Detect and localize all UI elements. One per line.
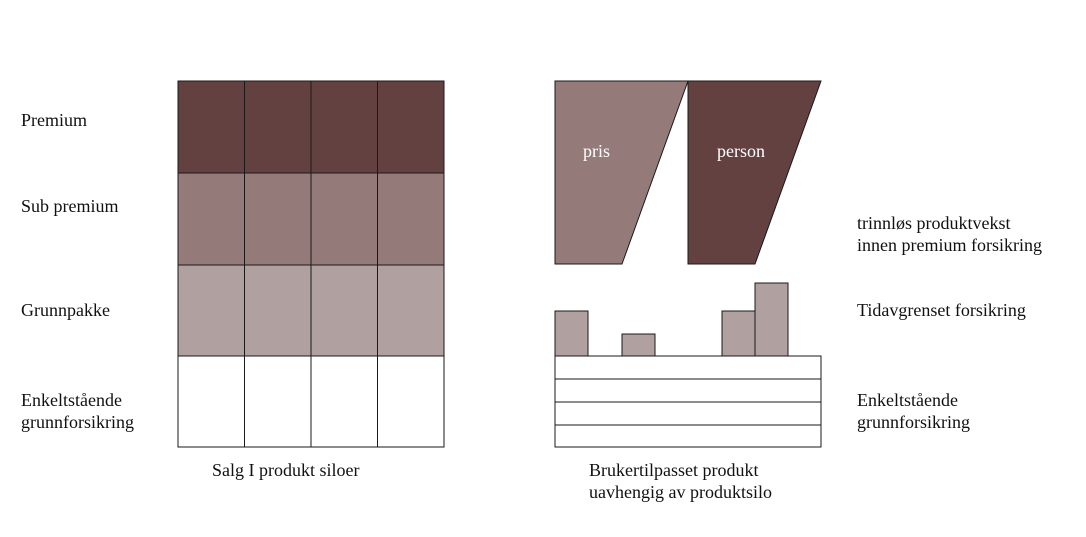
label-premium: Premium xyxy=(21,110,87,130)
tid-bar xyxy=(621,333,656,357)
base-layer xyxy=(554,378,822,403)
pris-shape xyxy=(554,80,689,265)
base-layer xyxy=(554,355,822,380)
silo-grid xyxy=(177,80,445,448)
label-enkeltstaaende-right: Enkeltstående grunnforsikring xyxy=(857,390,970,432)
base-layer xyxy=(554,424,822,448)
label-trinnlos: trinnløs produktvekst innen premium fors… xyxy=(857,213,1042,255)
tidavgrenset-bars xyxy=(554,282,789,357)
label-grunnpakke: Grunnpakke xyxy=(21,300,110,320)
caption-left: Salg I produkt siloer xyxy=(212,460,360,480)
base-stack xyxy=(554,355,822,448)
person-shape xyxy=(687,80,822,265)
label-enkeltstaaende-left: Enkeltstående grunnforsikring xyxy=(21,390,134,432)
tid-bar xyxy=(554,310,589,357)
label-pris: pris xyxy=(583,141,610,161)
label-person: person xyxy=(717,141,765,161)
silo-grid-lines xyxy=(177,80,445,448)
base-layer xyxy=(554,401,822,426)
label-tidavgrenset: Tidavgrenset forsikring xyxy=(857,300,1026,320)
label-sub-premium: Sub premium xyxy=(21,196,119,216)
caption-right: Brukertilpasset produkt uavhengig av pro… xyxy=(589,460,772,502)
tid-bar xyxy=(754,282,789,357)
tid-bar xyxy=(721,310,756,357)
